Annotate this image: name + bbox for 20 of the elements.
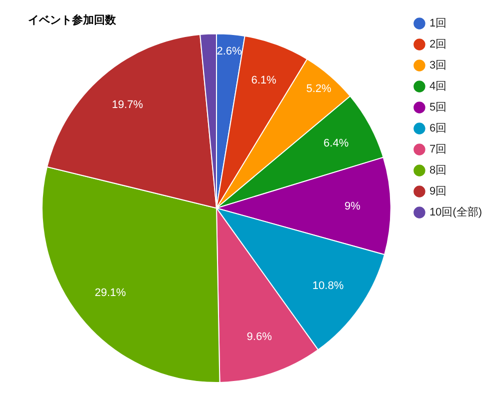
legend-label: 5回 [429, 102, 447, 114]
data-label: 10.8% [312, 280, 344, 292]
data-label: 9.6% [246, 331, 272, 344]
legend-label: 3回 [429, 60, 447, 72]
data-label: 6.4% [324, 137, 349, 150]
legend-label: 7回 [429, 144, 447, 156]
data-label: 5.2% [306, 83, 332, 96]
data-label: 19.7% [112, 99, 144, 112]
legend-label: 10回(全部) [429, 206, 482, 219]
data-label: 2.6% [216, 46, 242, 58]
legend-label: 8回 [429, 164, 447, 177]
data-label: 9% [344, 200, 361, 212]
legend-label: 4回 [429, 80, 447, 93]
data-label: 29.1% [94, 287, 126, 300]
legend-label: 1回 [429, 18, 447, 30]
legend-label: 2回 [429, 38, 447, 51]
chart-title: イベント参加回数 [28, 14, 117, 27]
data-label: 6.1% [251, 74, 277, 87]
legend-label: 6回 [429, 122, 447, 135]
legend-label: 9回 [429, 186, 447, 198]
